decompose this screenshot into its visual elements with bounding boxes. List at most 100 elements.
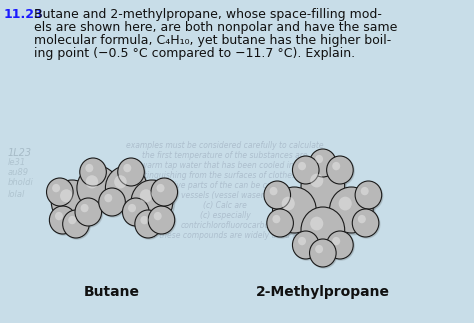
Circle shape xyxy=(50,207,77,235)
Circle shape xyxy=(104,194,112,202)
Circle shape xyxy=(53,182,95,226)
Circle shape xyxy=(81,159,108,187)
Text: le31: le31 xyxy=(8,158,26,167)
Circle shape xyxy=(310,217,323,230)
Circle shape xyxy=(331,189,375,235)
Circle shape xyxy=(135,210,162,238)
Circle shape xyxy=(118,158,144,186)
Circle shape xyxy=(268,210,294,238)
Circle shape xyxy=(264,181,291,209)
Circle shape xyxy=(292,156,319,184)
Circle shape xyxy=(46,178,73,206)
Circle shape xyxy=(267,209,293,237)
Circle shape xyxy=(68,216,76,224)
Circle shape xyxy=(133,182,174,226)
Circle shape xyxy=(301,207,345,253)
Circle shape xyxy=(293,232,320,260)
Circle shape xyxy=(327,156,353,184)
Circle shape xyxy=(85,164,93,172)
Text: distinguishing from the surfaces of clothes bags: distinguishing from the surfaces of clot… xyxy=(133,171,317,180)
Circle shape xyxy=(119,159,146,187)
Circle shape xyxy=(64,211,91,239)
Circle shape xyxy=(303,209,346,255)
Text: molecular formula, C₄H₁₀, yet butane has the higher boil-: molecular formula, C₄H₁₀, yet butane has… xyxy=(34,34,392,47)
Text: els are shown here, are both nonpolar and have the same: els are shown here, are both nonpolar an… xyxy=(34,21,398,34)
Circle shape xyxy=(274,189,318,235)
Circle shape xyxy=(128,204,136,212)
Circle shape xyxy=(356,182,383,210)
Circle shape xyxy=(60,189,73,203)
Circle shape xyxy=(338,197,352,211)
Circle shape xyxy=(270,187,278,195)
Circle shape xyxy=(273,215,281,223)
Circle shape xyxy=(328,232,354,260)
Circle shape xyxy=(122,198,149,226)
Circle shape xyxy=(49,206,76,234)
Text: the first temperature of the substances are: the first temperature of the substances … xyxy=(142,151,308,160)
Text: lolal: lolal xyxy=(8,190,25,199)
Circle shape xyxy=(298,237,306,245)
Circle shape xyxy=(55,212,63,220)
Circle shape xyxy=(298,162,306,170)
Circle shape xyxy=(315,155,323,163)
Circle shape xyxy=(81,204,89,212)
Circle shape xyxy=(79,168,120,212)
Circle shape xyxy=(80,158,106,186)
Circle shape xyxy=(310,239,336,267)
Circle shape xyxy=(328,157,354,185)
Circle shape xyxy=(353,210,380,238)
Circle shape xyxy=(75,198,101,226)
Text: au89: au89 xyxy=(8,168,29,177)
Circle shape xyxy=(100,189,127,217)
Circle shape xyxy=(140,216,148,224)
Circle shape xyxy=(63,210,89,238)
Circle shape xyxy=(107,168,149,212)
Text: (c) especially: (c) especially xyxy=(200,211,250,220)
Text: examples must be considered carefully to calculate: examples must be considered carefully to… xyxy=(126,141,324,150)
Circle shape xyxy=(124,199,150,227)
Text: (T) vessels (vessel wasery (T): (T) vessels (vessel wasery (T) xyxy=(168,191,282,200)
Circle shape xyxy=(154,212,162,220)
Text: ing point (−0.5 °C compared to −11.7 °C). Explain.: ing point (−0.5 °C compared to −11.7 °C)… xyxy=(34,47,356,60)
Circle shape xyxy=(76,199,103,227)
Circle shape xyxy=(315,245,323,253)
Text: live parts of the can be cool: live parts of the can be cool xyxy=(172,181,278,190)
Circle shape xyxy=(51,180,93,224)
Text: warm tap water that has been cooled in hot: warm tap water that has been cooled in h… xyxy=(141,161,309,170)
Circle shape xyxy=(136,211,163,239)
Circle shape xyxy=(303,166,346,212)
Circle shape xyxy=(329,187,373,233)
Circle shape xyxy=(114,175,127,188)
Text: 2-Methylpropane: 2-Methylpropane xyxy=(256,285,390,299)
Circle shape xyxy=(123,164,131,172)
Circle shape xyxy=(105,166,147,210)
Circle shape xyxy=(292,231,319,259)
Text: 1L23: 1L23 xyxy=(8,148,32,158)
Circle shape xyxy=(293,157,320,185)
Circle shape xyxy=(152,179,179,207)
Circle shape xyxy=(77,166,118,210)
Circle shape xyxy=(151,178,178,206)
Circle shape xyxy=(149,207,176,235)
Circle shape xyxy=(358,215,366,223)
Circle shape xyxy=(310,174,323,187)
Circle shape xyxy=(265,182,292,210)
Text: bholdi: bholdi xyxy=(8,178,34,187)
Circle shape xyxy=(52,184,60,192)
Circle shape xyxy=(99,188,125,216)
Circle shape xyxy=(282,197,295,211)
Circle shape xyxy=(327,231,353,259)
Text: Butane: Butane xyxy=(84,285,140,299)
Circle shape xyxy=(352,209,379,237)
Circle shape xyxy=(273,187,316,233)
Circle shape xyxy=(332,237,340,245)
Circle shape xyxy=(131,180,173,224)
Circle shape xyxy=(361,187,369,195)
Circle shape xyxy=(140,189,152,203)
Text: contrichlorofluorocarbo: contrichlorofluorocarbo xyxy=(181,221,270,230)
Circle shape xyxy=(156,184,164,192)
Circle shape xyxy=(86,175,98,188)
Circle shape xyxy=(148,206,175,234)
Text: or these compounds are widely used as: or these compounds are widely used as xyxy=(149,231,301,239)
Circle shape xyxy=(310,149,336,177)
